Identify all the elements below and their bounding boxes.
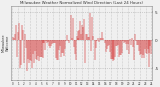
Y-axis label: Milwaukee
Welcome: Milwaukee Welcome [1, 34, 10, 52]
Title: Milwaukee Weather Normalized Wind Direction (Last 24 Hours): Milwaukee Weather Normalized Wind Direct… [20, 1, 143, 5]
